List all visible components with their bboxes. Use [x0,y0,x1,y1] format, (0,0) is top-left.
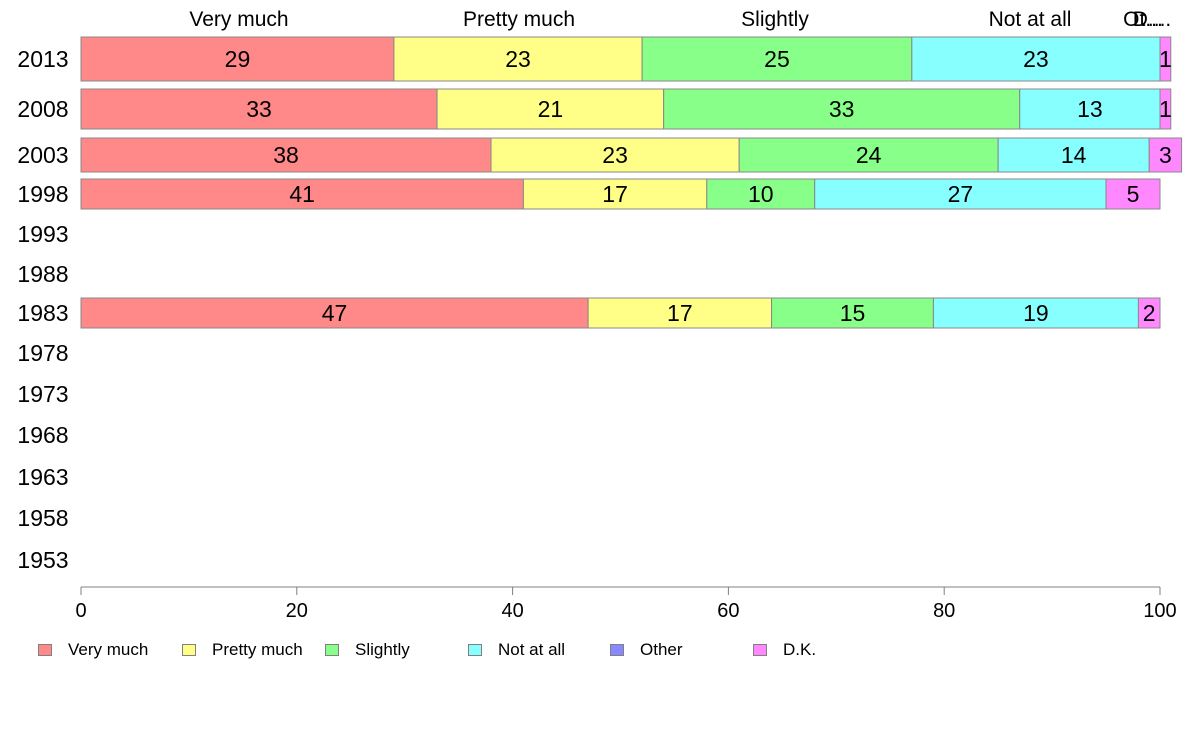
x-tick-label: 0 [75,600,86,622]
data-label: 5 [1127,181,1140,207]
top-label: Ot... [1123,8,1163,31]
bar-segment [814,178,1107,210]
x-tick-label: 40 [501,600,523,622]
bar-segment [436,88,665,130]
y-tick-label: 1953 [17,547,68,573]
data-label: 24 [856,142,882,168]
legend-swatch [610,644,624,656]
data-label: 23 [505,46,531,72]
data-label: 21 [538,96,564,122]
x-tick-label: 20 [286,600,308,622]
bar-segment [522,178,708,210]
bar-segment [80,88,438,130]
legend-swatch [182,644,196,656]
legend-label: D.K. [783,640,817,659]
y-tick-label: 2013 [17,46,68,72]
legend-label: Slightly [355,640,410,659]
legend-label: Very much [68,640,149,659]
legend-swatch [753,644,767,656]
bar-segment [587,297,773,329]
y-tick-label: 1988 [17,261,68,287]
legend-item: Slightly [325,640,410,660]
data-label: 3 [1159,142,1172,168]
x-tick-label: 80 [933,600,955,622]
data-label: 38 [273,142,299,168]
data-label: 41 [289,181,315,207]
data-label: 29 [225,46,251,72]
legend-swatch [38,644,52,656]
bar-segment [1137,297,1161,329]
data-label: 23 [602,142,628,168]
top-label: Very much [189,8,288,31]
y-tick-label: 1998 [17,181,68,207]
legend-swatch [325,644,339,656]
data-label: 33 [246,96,272,122]
bar-segment [738,137,999,173]
y-tick-label: 1983 [17,300,68,326]
data-label: 19 [1023,300,1049,326]
data-label: 33 [829,96,855,122]
y-tick-label: 1968 [17,422,68,448]
legend: Very much Pretty much Slightly Not at all Ot… [38,640,838,660]
data-label: 2 [1143,300,1156,326]
data-label: 10 [748,181,774,207]
top-label: Not at all [989,8,1072,31]
data-label: 14 [1061,142,1087,168]
bar-segment [706,178,816,210]
y-tick-label: 1993 [17,221,68,247]
legend-label: Not at all [498,640,566,659]
y-tick-label: 1963 [17,464,68,490]
legend-label: Other [640,640,683,659]
legend-item: Other [610,640,683,660]
data-label: 25 [764,46,790,72]
legend-item: Not at all [468,640,565,660]
y-tick-label: 2003 [17,142,68,168]
bar-segment [393,36,643,82]
legend-item: Very much [38,640,148,660]
top-label: Pretty much [463,8,575,31]
bar-segment [663,88,1021,130]
bar-segment [1148,137,1183,173]
data-label: 17 [667,300,693,326]
bar-segment [1019,88,1161,130]
bar-segment [1159,88,1172,130]
data-label: 27 [948,181,974,207]
legend-swatch [468,644,482,656]
bar-segment [1105,178,1161,210]
data-label: 47 [322,300,348,326]
bar-segment [80,297,589,329]
x-tick-label: 60 [717,600,739,622]
data-label: 15 [840,300,866,326]
data-label: 1 [1159,96,1172,122]
y-tick-label: 1978 [17,340,68,366]
y-tick-label: 2008 [17,96,68,122]
bar-segment [1159,36,1172,82]
legend-item: D.K. [753,640,816,660]
data-label: 1 [1159,46,1172,72]
legend-item: Pretty much [182,640,303,660]
data-label: 17 [602,181,628,207]
x-tick-label: 100 [1143,600,1176,622]
y-tick-label: 1973 [17,381,68,407]
y-tick-label: 1958 [17,505,68,531]
top-label: Slightly [741,8,809,31]
bar-segment [932,297,1139,329]
bar-segment [771,297,934,329]
data-label: 13 [1077,96,1103,122]
data-label: 23 [1023,46,1049,72]
bar-segment [80,137,492,173]
top-label: D.... [1133,8,1172,31]
legend-label: Pretty much [212,640,303,659]
